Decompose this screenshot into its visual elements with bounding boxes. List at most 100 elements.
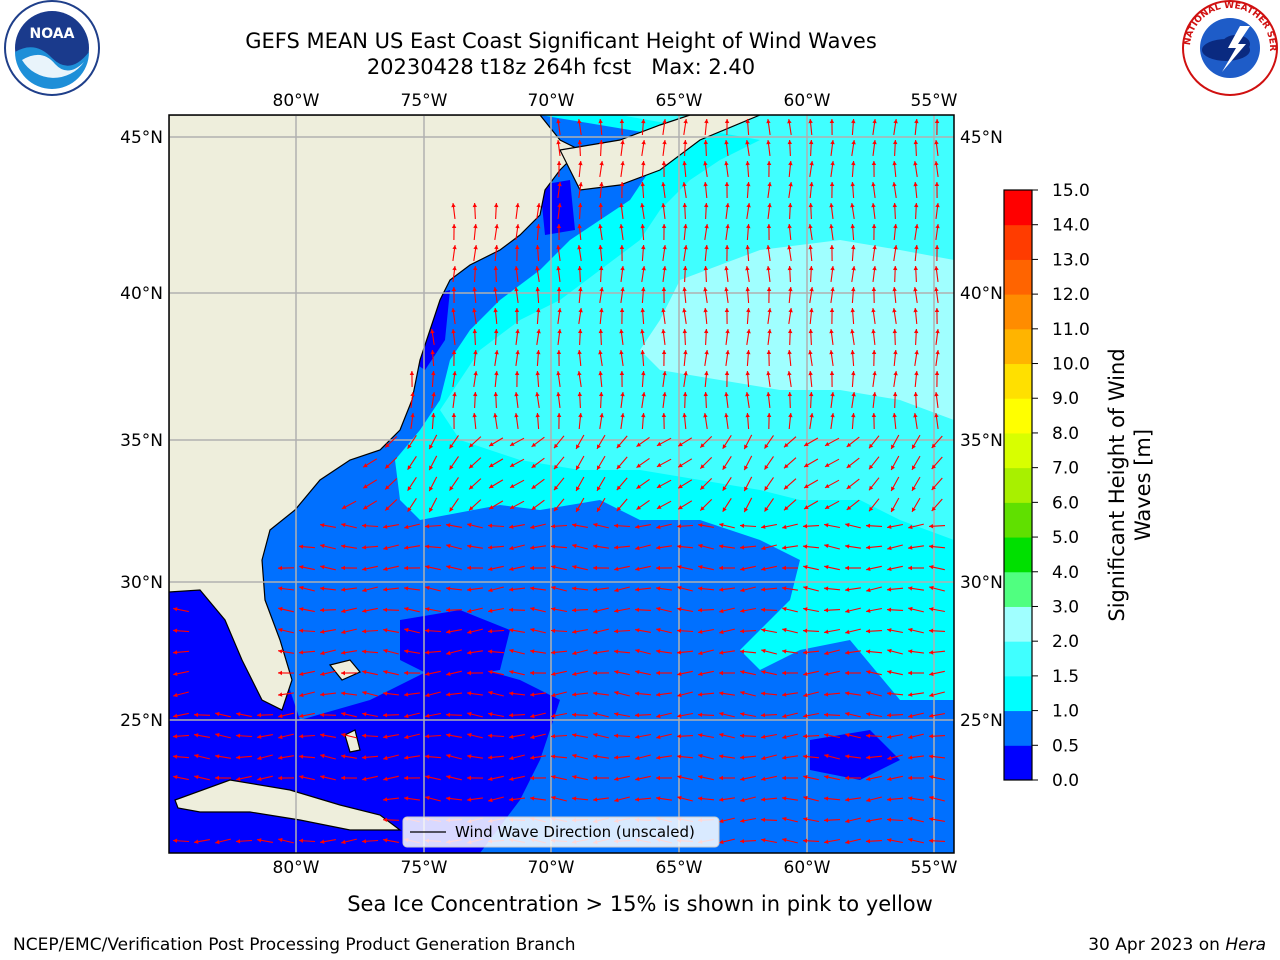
- wave-arrow-head: [341, 650, 346, 655]
- wave-arrow-head: [425, 692, 430, 698]
- wave-arrow-head: [446, 565, 451, 570]
- wave-arrow-head: [934, 266, 939, 271]
- colorbar-tick-label: 11.0: [1052, 320, 1090, 340]
- wave-arrow-head: [934, 371, 940, 375]
- wave-arrow-head: [683, 350, 688, 355]
- wave-arrow-head: [535, 392, 540, 397]
- wave-arrow-head: [407, 465, 412, 470]
- wave-arrow-head: [320, 629, 325, 634]
- wave-arrow-head: [787, 350, 792, 355]
- wave-arrow-head: [661, 182, 666, 187]
- wave-arrow-head: [641, 287, 646, 292]
- wave-arrow-head: [341, 522, 346, 528]
- wave-arrow-head: [887, 838, 892, 843]
- wave-arrow-head: [472, 413, 477, 418]
- wave-arrow-head: [761, 607, 766, 612]
- wave-arrow-head: [740, 608, 745, 613]
- wave-arrow-head: [683, 266, 688, 271]
- wave-arrow-head: [257, 838, 262, 843]
- wave-arrow-head: [913, 140, 918, 145]
- wave-arrow-head: [829, 119, 835, 123]
- wave-arrow-head: [551, 650, 556, 655]
- wave-arrow-head: [887, 713, 892, 718]
- wave-arrow-head: [572, 775, 577, 780]
- wave-arrow-head: [616, 506, 622, 512]
- wave-arrow-head: [698, 543, 703, 549]
- wave-arrow-head: [719, 629, 724, 635]
- machine-name: Hera: [1225, 935, 1266, 955]
- wave-arrow-head: [194, 753, 199, 759]
- wave-arrow-head: [887, 566, 892, 571]
- wave-arrow-head: [740, 839, 745, 844]
- wave-arrow-head: [449, 444, 454, 449]
- wave-arrow-head: [320, 607, 325, 613]
- wave-arrow-head: [446, 543, 451, 549]
- wave-arrow-head: [724, 371, 730, 375]
- wave-arrow-head: [531, 442, 537, 447]
- wave-arrow-head: [593, 565, 597, 571]
- wave-arrow-head: [404, 524, 409, 530]
- wave-arrow-head: [809, 287, 814, 292]
- wave-arrow-head: [761, 670, 766, 675]
- wave-arrow-head: [830, 266, 835, 271]
- wave-arrow-head: [891, 486, 895, 491]
- wave-arrow-head: [683, 392, 688, 397]
- wave-arrow-head: [530, 606, 535, 612]
- wave-arrow-head: [488, 670, 493, 675]
- wave-arrow-head: [577, 392, 582, 397]
- wave-arrow-head: [703, 140, 708, 145]
- wave-arrow-head: [598, 371, 603, 376]
- wave-arrow-head: [677, 795, 682, 801]
- wave-arrow-head: [598, 329, 603, 334]
- wave-arrow-head: [808, 350, 813, 355]
- wave-arrow-head: [908, 670, 912, 676]
- wave-arrow-head: [383, 838, 388, 843]
- wave-arrow-head: [850, 329, 855, 334]
- wave-arrow-head: [866, 587, 871, 593]
- wave-arrow-head: [782, 565, 786, 571]
- wave-arrow-head: [173, 607, 178, 612]
- wave-arrow-head: [662, 371, 667, 376]
- wave-arrow-head: [473, 371, 478, 376]
- wave-arrow-head: [662, 119, 667, 124]
- colorbar-tick-label: 8.0: [1052, 424, 1079, 444]
- wave-arrow-head: [299, 607, 304, 612]
- wave-arrow-head: [929, 838, 934, 843]
- wave-arrow-head: [661, 350, 667, 354]
- wave-arrow-head: [556, 371, 561, 376]
- wave-arrow-head: [278, 713, 283, 719]
- wave-arrow-head: [514, 392, 519, 397]
- wave-arrow-head: [489, 463, 494, 468]
- wave-arrow-head: [469, 485, 474, 490]
- wave-arrow-head: [404, 606, 409, 612]
- wave-arrow-head: [488, 545, 493, 550]
- wave-arrow-head: [846, 463, 852, 468]
- wave-arrow-head: [719, 775, 723, 781]
- wave-arrow-head: [493, 392, 498, 397]
- wave-arrow-head: [614, 733, 619, 738]
- wave-arrow-head: [635, 566, 640, 571]
- wave-arrow-head: [572, 733, 577, 738]
- wave-arrow-head: [845, 775, 849, 781]
- wave-arrow-head: [619, 308, 625, 312]
- wave-arrow-head: [914, 119, 919, 124]
- wave-arrow-head: [929, 524, 934, 529]
- wave-arrow-head: [871, 350, 877, 354]
- wave-arrow-head: [299, 628, 304, 633]
- wave-arrow-head: [761, 817, 766, 822]
- wave-arrow-head: [887, 628, 892, 633]
- wave-arrow-head: [851, 161, 856, 166]
- wave-arrow-head: [578, 161, 583, 166]
- wave-arrow-head: [830, 140, 835, 145]
- wave-arrow-head: [700, 464, 705, 469]
- wave-arrow-head: [656, 755, 661, 760]
- wave-arrow-head: [845, 565, 849, 571]
- wave-arrow-head: [682, 287, 687, 292]
- wave-arrow-head: [593, 732, 598, 738]
- wave-arrow-head: [278, 606, 283, 612]
- wave-arrow-head: [656, 441, 662, 446]
- wave-arrow-head: [892, 203, 897, 208]
- wave-arrow-head: [908, 606, 913, 612]
- wave-arrow-head: [467, 711, 472, 717]
